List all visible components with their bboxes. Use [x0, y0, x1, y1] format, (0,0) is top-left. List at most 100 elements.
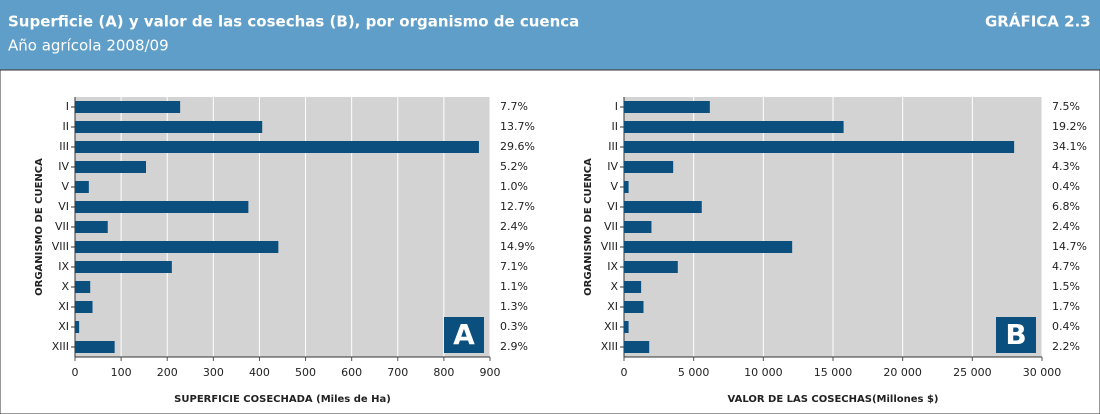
bar [624, 341, 650, 353]
x-tick-label: 500 [295, 366, 316, 379]
y-tick-label: V [610, 180, 618, 193]
share-label: 2.2% [1052, 340, 1080, 353]
bar [75, 241, 279, 253]
y-tick-label: VII [604, 220, 618, 233]
share-label: 2.4% [500, 220, 528, 233]
bar [624, 321, 629, 333]
y-tick-label: IV [607, 160, 618, 173]
y-tick-label: XI [58, 320, 69, 333]
y-tick-label: IX [58, 260, 69, 273]
subtitle: Año agrícola 2008/09 [8, 37, 169, 55]
y-tick-label: IX [607, 260, 618, 273]
y-tick-label: VI [58, 200, 69, 213]
y-tick-label: VIII [52, 240, 69, 253]
share-label: 12.7% [500, 200, 535, 213]
bar [624, 261, 678, 273]
share-label: 34.1% [1052, 140, 1087, 153]
share-label: 0.4% [1052, 320, 1080, 333]
bar [624, 181, 629, 193]
y-axis-title: ORGANISMO DE CUENCA [34, 158, 45, 296]
y-tick-label: VIII [601, 240, 618, 253]
bar [75, 141, 479, 153]
x-tick-label: 0 [621, 366, 628, 379]
share-label: 4.7% [1052, 260, 1080, 273]
x-tick-label: 200 [157, 366, 178, 379]
share-label: 0.3% [500, 320, 528, 333]
x-tick-label: 700 [387, 366, 408, 379]
bar [624, 201, 702, 213]
x-tick-label: 900 [480, 366, 501, 379]
share-label: 7.1% [500, 260, 528, 273]
y-axis-title: ORGANISMO DE CUENCA [583, 158, 594, 296]
bar [75, 301, 93, 313]
bar [75, 261, 172, 273]
y-tick-label: XI [58, 300, 69, 313]
bar [75, 201, 249, 213]
panel-badge: A [453, 318, 475, 351]
share-label: 29.6% [500, 140, 535, 153]
y-tick-label: III [608, 140, 618, 153]
bar [624, 281, 642, 293]
y-tick-label: II [612, 120, 619, 133]
x-tick-label: 30 000 [1023, 366, 1062, 379]
x-tick-label: 25 000 [953, 366, 992, 379]
share-label: 2.4% [1052, 220, 1080, 233]
y-tick-label: V [61, 180, 69, 193]
share-label: 6.8% [1052, 200, 1080, 213]
x-tick-label: 300 [203, 366, 224, 379]
bar [75, 181, 89, 193]
y-tick-label: X [61, 280, 69, 293]
share-label: 7.7% [500, 100, 528, 113]
share-label: 1.5% [1052, 280, 1080, 293]
bar [75, 161, 147, 173]
x-tick-label: 600 [341, 366, 362, 379]
share-label: 4.3% [1052, 160, 1080, 173]
y-tick-label: VI [607, 200, 618, 213]
x-axis-title: VALOR DE LAS COSECHAS(Millones $) [728, 394, 939, 405]
y-tick-label: I [615, 100, 618, 113]
y-tick-label: XII [604, 320, 618, 333]
panel-badge-box [444, 317, 484, 353]
share-label: 19.2% [1052, 120, 1087, 133]
title: Superficie (A) y valor de las cosechas (… [8, 13, 579, 31]
bar [624, 221, 652, 233]
panel-badge: B [1005, 318, 1026, 351]
share-label: 7.5% [1052, 100, 1080, 113]
y-tick-label: XIII [601, 340, 618, 353]
y-tick-label: IV [58, 160, 69, 173]
x-tick-label: 20 000 [883, 366, 922, 379]
bar [75, 341, 115, 353]
share-label: 1.7% [1052, 300, 1080, 313]
bar [624, 141, 1015, 153]
share-label: 1.3% [500, 300, 528, 313]
bar [75, 101, 181, 113]
y-tick-label: II [63, 120, 70, 133]
bar [75, 221, 108, 233]
bar [624, 241, 793, 253]
bar [75, 121, 263, 133]
panel-badge-box [996, 317, 1036, 353]
x-tick-label: 0 [72, 366, 79, 379]
y-tick-label: I [66, 100, 69, 113]
share-label: 1.0% [500, 180, 528, 193]
bar [624, 161, 674, 173]
figure-badge: GRÁFICA 2.3 [985, 12, 1091, 31]
header-band [0, 0, 1100, 70]
share-label: 2.9% [500, 340, 528, 353]
x-tick-label: 100 [111, 366, 132, 379]
y-tick-label: VII [55, 220, 69, 233]
bar [75, 321, 80, 333]
share-label: 13.7% [500, 120, 535, 133]
x-tick-label: 800 [433, 366, 454, 379]
share-label: 0.4% [1052, 180, 1080, 193]
share-label: 1.1% [500, 280, 528, 293]
x-tick-label: 5 000 [678, 366, 710, 379]
bar [624, 301, 644, 313]
x-tick-label: 10 000 [744, 366, 783, 379]
share-label: 5.2% [500, 160, 528, 173]
y-tick-label: XI [607, 300, 618, 313]
share-label: 14.7% [1052, 240, 1087, 253]
share-label: 14.9% [500, 240, 535, 253]
bar [624, 121, 844, 133]
y-tick-label: III [59, 140, 69, 153]
